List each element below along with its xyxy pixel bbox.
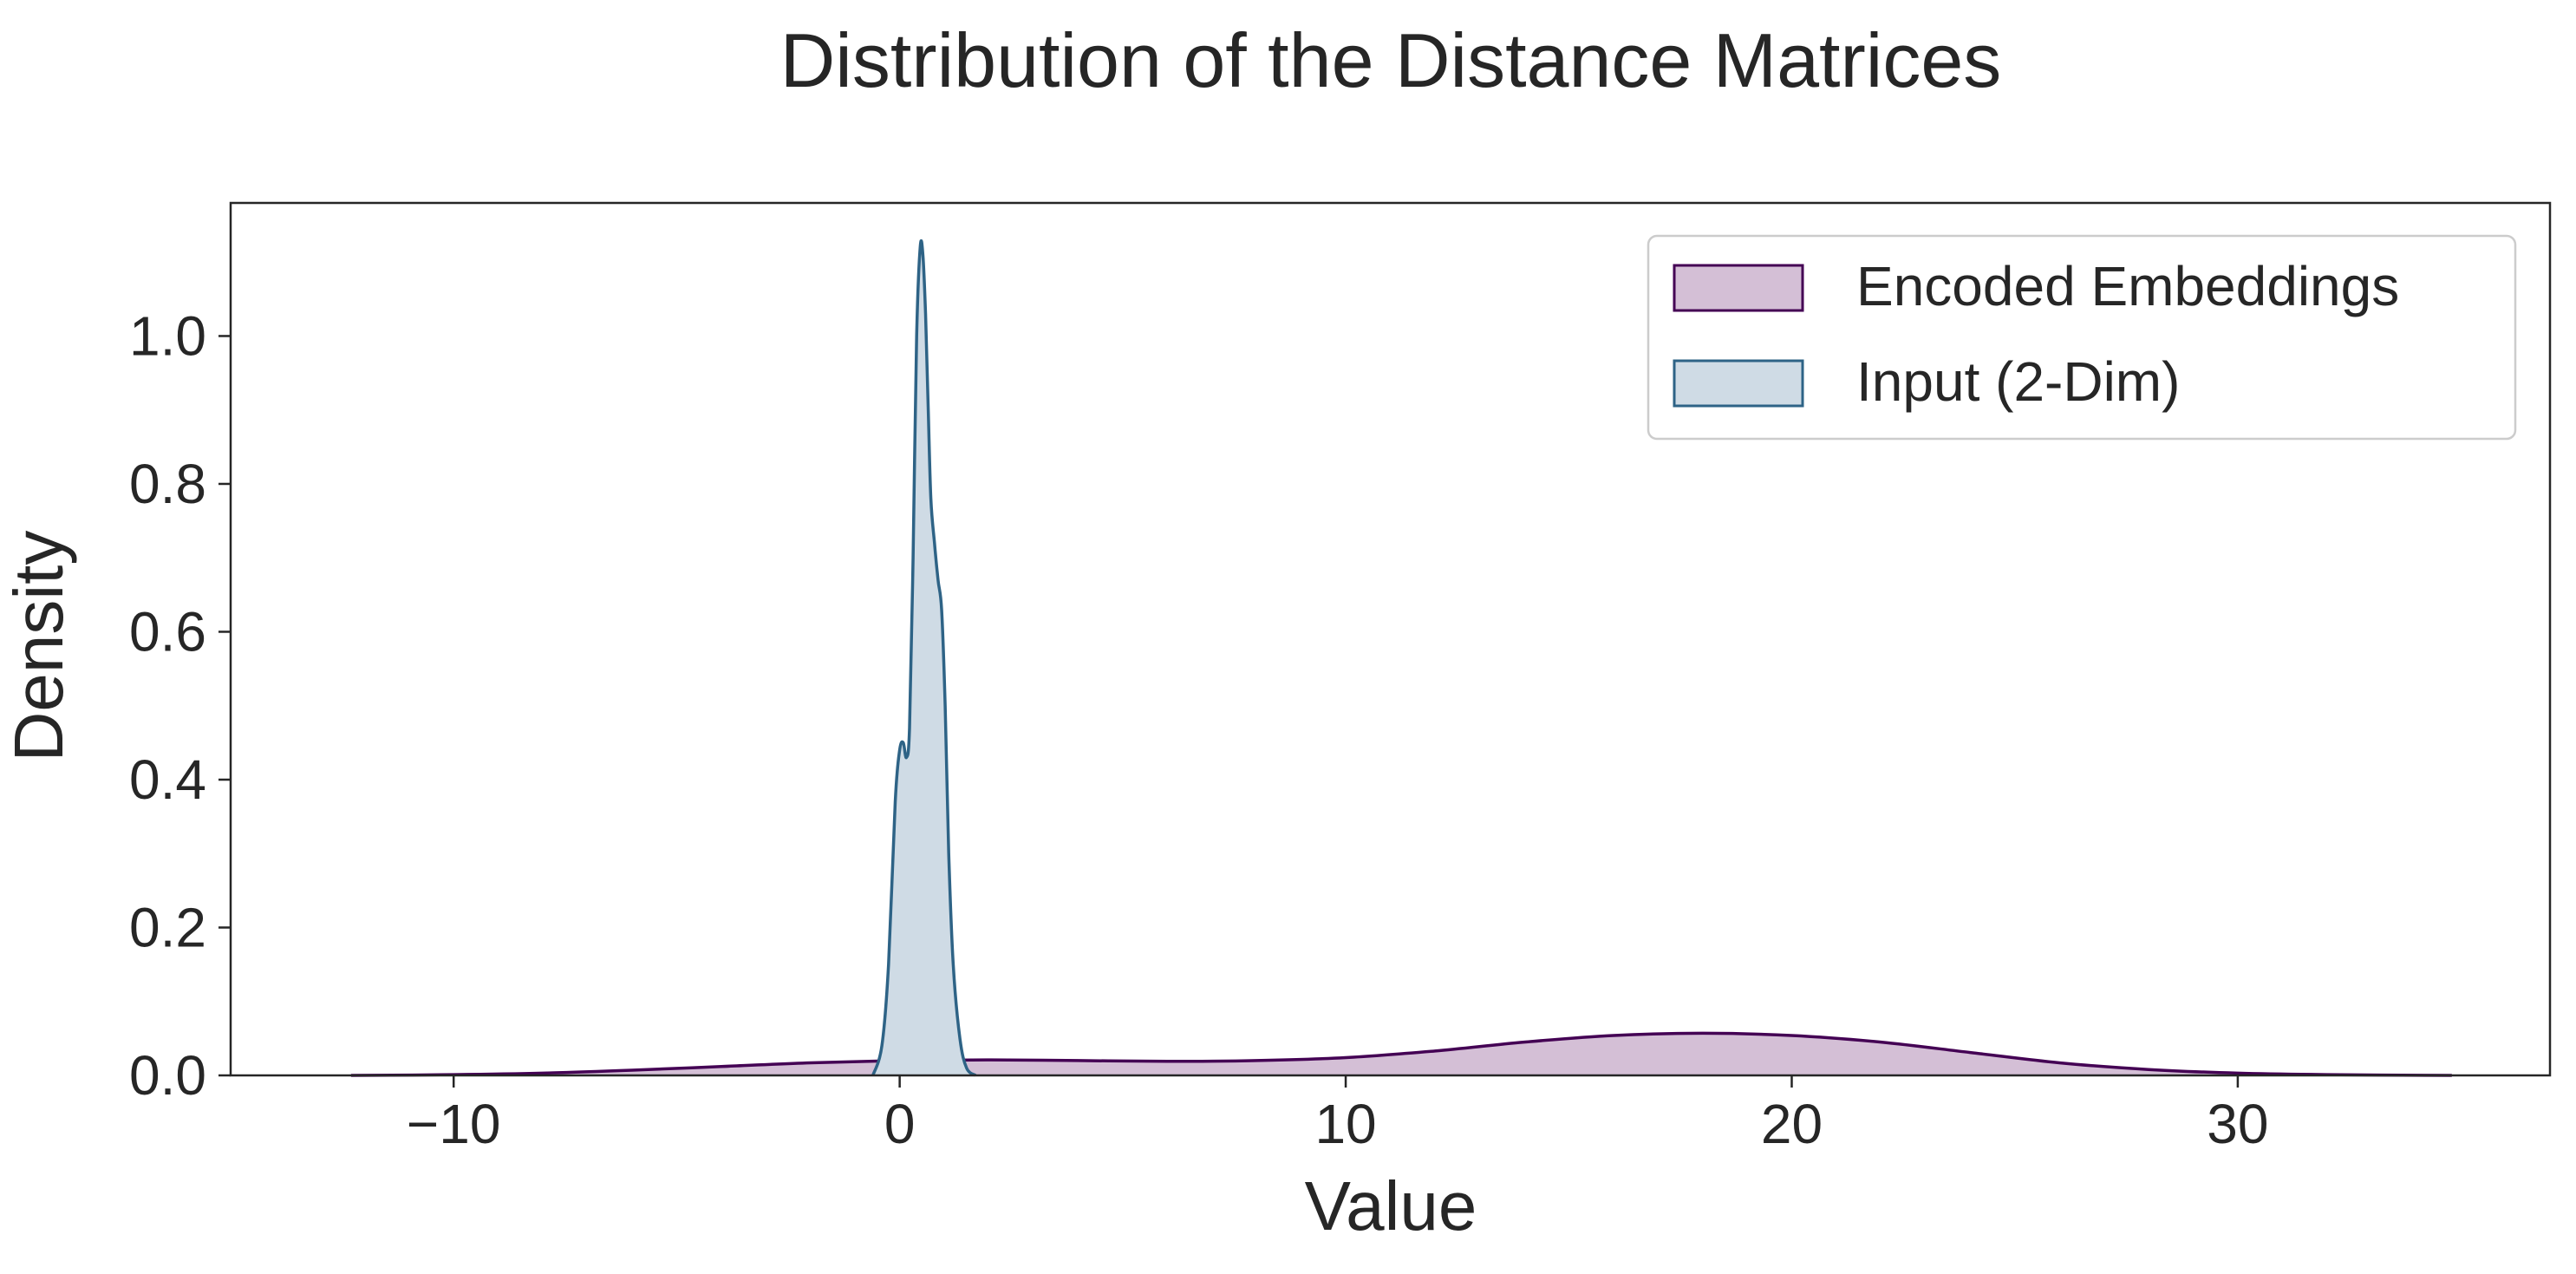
series-1-line [871,238,977,1077]
x-tick-label: −10 [407,1093,501,1155]
y-tick-label: 0.2 [129,896,206,958]
plot-area [350,238,2452,1077]
legend: Encoded Embeddings Input (2-Dim) [1647,234,2517,441]
x-tick-label: 10 [1314,1093,1376,1155]
legend-box [1647,234,2517,441]
plot-frame [229,201,2552,1077]
x-tick-label: 30 [2207,1093,2268,1155]
x-tick-label: 0 [884,1093,916,1155]
x-tick-label: 20 [1761,1093,1823,1155]
x-axis-label: Value [1305,1167,1477,1245]
y-axis-label: Density [0,531,77,762]
chart-title: Distribution of the Distance Matrices [780,17,2002,103]
y-tick-label: 0.8 [129,453,206,515]
legend-swatch [1673,264,1804,312]
axes: −10 0 10 20 30 0.0 0.2 0.4 0.6 0.8 1.0 [129,201,2552,1155]
series-1-area [872,240,976,1075]
y-tick-label: 1.0 [129,304,206,367]
legend-swatch [1673,359,1804,408]
legend-entry-label: Encoded Embeddings [1856,255,2399,317]
series-0-line [350,1031,2452,1077]
y-tick-label: 0.6 [129,600,206,663]
y-tick-label: 0.4 [129,748,206,811]
y-tick-label: 0.0 [129,1044,206,1107]
legend-entry-label: Input (2-Dim) [1856,350,2180,413]
